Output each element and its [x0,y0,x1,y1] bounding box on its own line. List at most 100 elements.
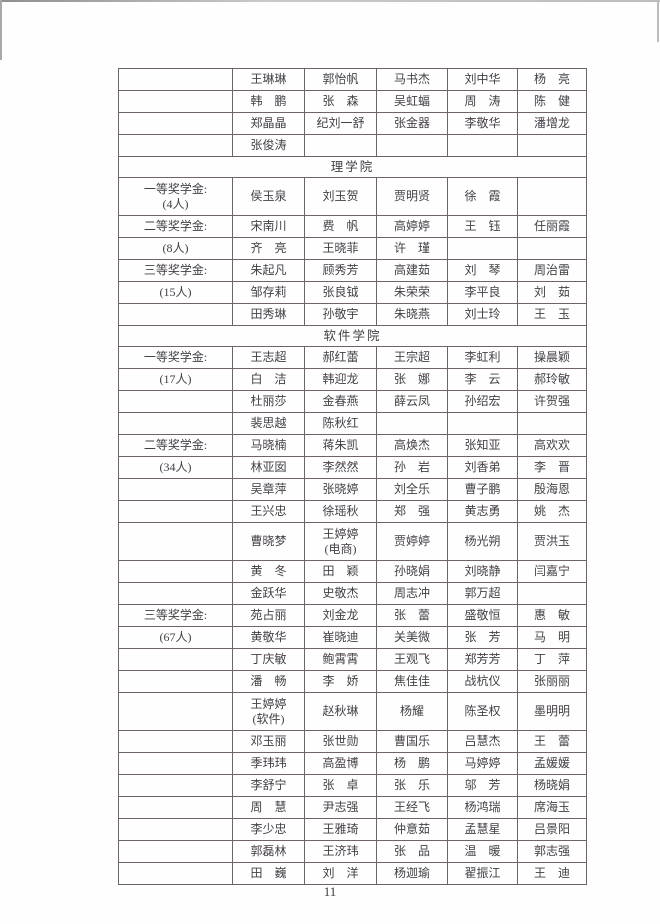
student-name-cell: 刘金龙 [304,604,377,627]
student-name-cell [517,412,587,435]
table-row: 三等奖学金: 苑占丽 刘金龙张 蕾盛敬恒惠 敏 [118,604,587,627]
table-row: 李舒宁张 卓张 乐邬 芳杨晓娟 [118,774,587,797]
student-name-cell: 杨 鹏 [376,752,448,775]
student-name-cell: 温 暖 [447,840,518,863]
student-name-cell: 杨鸿瑞 [447,796,518,819]
student-name-cell: 王琳琳 [232,68,305,91]
student-name-cell: 朱晓燕 [376,303,448,326]
award-label-cell [118,796,233,819]
student-name-cell [447,412,518,435]
award-label-cell: 二等奖学金: [118,434,233,457]
student-name-cell: 闫嘉宁 [517,560,587,583]
student-name-cell: 王志超 [232,346,305,369]
award-label-cell [118,774,233,797]
student-name-cell: 关美微 [376,626,448,649]
table-row: 季玮玮 高盈博杨 鹏马婷婷 孟媛媛 [118,752,587,775]
student-name-cell: 刘 洋 [304,862,377,885]
student-name-cell: 刘士玲 [447,303,518,326]
student-name-cell: 李 云 [447,368,518,391]
student-name-cell: 曹晓梦 [232,522,305,561]
student-name-cell: 焦佳佳 [376,670,448,693]
award-label-cell: (15人) [118,281,233,304]
college-section-label: 软件学院 [118,325,587,347]
student-name-cell: 王 迪 [517,862,587,885]
student-name-cell: 孙 岩 [376,456,448,479]
student-name-cell: 赵秋琳 [304,692,377,731]
award-label-cell: 一等奖学金: [118,346,233,369]
student-name-cell: 王 玉 [517,303,587,326]
student-name-cell: 杨迦瑜 [376,862,448,885]
student-name-cell: 墨明明 [517,692,587,731]
table-row: (15人) 邹存莉 张良钺 朱荣荣 李平良刘 茹 [118,281,587,304]
table-row: 杜丽莎 金春燕 薛云凤 孙绍宏 许贺强 [118,390,587,413]
student-name-cell: 史敬杰 [304,582,377,605]
table-row: (17人) 白 洁韩迎龙张 娜李 云郝玲敏 [118,368,587,391]
award-label-cell: (8人) [118,237,233,260]
student-name-cell: 战杭仪 [447,670,518,693]
award-label-cell: 二等奖学金: [118,215,233,238]
student-name-cell: 朱荣荣 [376,281,448,304]
student-name-cell: 韩迎龙 [304,368,377,391]
table-row: 曹晓梦 王婷婷 (电商) 贾婷婷 杨光朔 贾洪玉 [118,522,587,561]
student-name-cell: 顾秀芳 [304,259,377,282]
table-row: 丁庆敏 鲍霄霄 王观飞 郑芳芳丁 萍 [118,648,587,671]
student-name-cell: 李敬华 [447,112,518,135]
student-name-cell: 贾洪玉 [517,522,587,561]
student-name-cell: 曹国乐 [376,730,448,753]
student-name-cell: 郑 强 [376,500,448,523]
table-row: 潘 畅李 娇焦佳佳 战杭仪 张丽丽 [118,670,587,693]
student-name-cell: 李然然 [304,456,377,479]
award-label-cell [118,390,233,413]
student-name-cell: 郭志强 [517,840,587,863]
award-label-cell [118,692,233,731]
award-label-cell [118,68,233,91]
student-name-cell: 张良钺 [304,281,377,304]
student-name-cell: 杨光朔 [447,522,518,561]
student-name-cell: 张 娜 [376,368,448,391]
table-row: (34人) 林亚囡 李然然孙 岩刘香弟李 晋 [118,456,587,479]
student-name-cell: 马晓楠 [232,434,305,457]
student-name-cell: 薛云凤 [376,390,448,413]
student-name-cell: 邓玉丽 [232,730,305,753]
student-name-cell: 张 蕾 [376,604,448,627]
student-name-cell: 王晓菲 [304,237,377,260]
student-name-cell: 许 瑾 [376,237,448,260]
table-row: 周 慧尹志强 王经飞 杨鸿瑞 席海玉 [118,796,587,819]
student-name-cell: 张金器 [376,112,448,135]
student-name-cell: 曹子鹏 [447,478,518,501]
student-name-cell: 张晓婷 [304,478,377,501]
student-name-cell: 杨耀 [376,692,448,731]
table-row: 李少忠 王雅琦 仲意茹 孟慧星 吕景阳 [118,818,587,841]
student-name-cell: 崔晓迪 [304,626,377,649]
table-row: (67人) 黄敬华 崔晓迪 关美微张 芳马 明 [118,626,587,649]
award-label-cell [118,582,233,605]
student-name-cell: 盛敬恒 [447,604,518,627]
student-name-cell: 吴章萍 [232,478,305,501]
award-label-cell [118,500,233,523]
student-name-cell: 周 涛 [447,90,518,113]
student-name-cell: 王济玮 [304,840,377,863]
student-name-cell: 陈秋红 [304,412,377,435]
page-number: 11 [323,884,337,899]
student-name-cell: 李舒宁 [232,774,305,797]
student-name-cell [517,237,587,260]
student-name-cell: 王雅琦 [304,818,377,841]
student-name-cell: 吴虹蝠 [376,90,448,113]
award-label-cell [118,90,233,113]
college-section-row: 软件学院 [118,325,587,347]
student-name-cell [517,134,587,157]
student-name-cell: 齐 亮 [232,237,305,260]
student-name-cell: 李虹利 [447,346,518,369]
student-name-cell: 徐瑶秋 [304,500,377,523]
student-name-cell: 邹存莉 [232,281,305,304]
award-label-cell [118,818,233,841]
student-name-cell [447,237,518,260]
student-name-cell: 王婷婷 (电商) [304,522,377,561]
table-row: 二等奖学金: 宋南川费 帆高婷婷王 钰任丽霞 [118,215,587,238]
student-name-cell: 王兴忠 [232,500,305,523]
student-name-cell: 惠 敏 [517,604,587,627]
student-name-cell: 李 晋 [517,456,587,479]
student-name-cell: 纪刘一舒 [304,112,377,135]
student-name-cell: 苑占丽 [232,604,305,627]
student-name-cell: 姚 杰 [517,500,587,523]
